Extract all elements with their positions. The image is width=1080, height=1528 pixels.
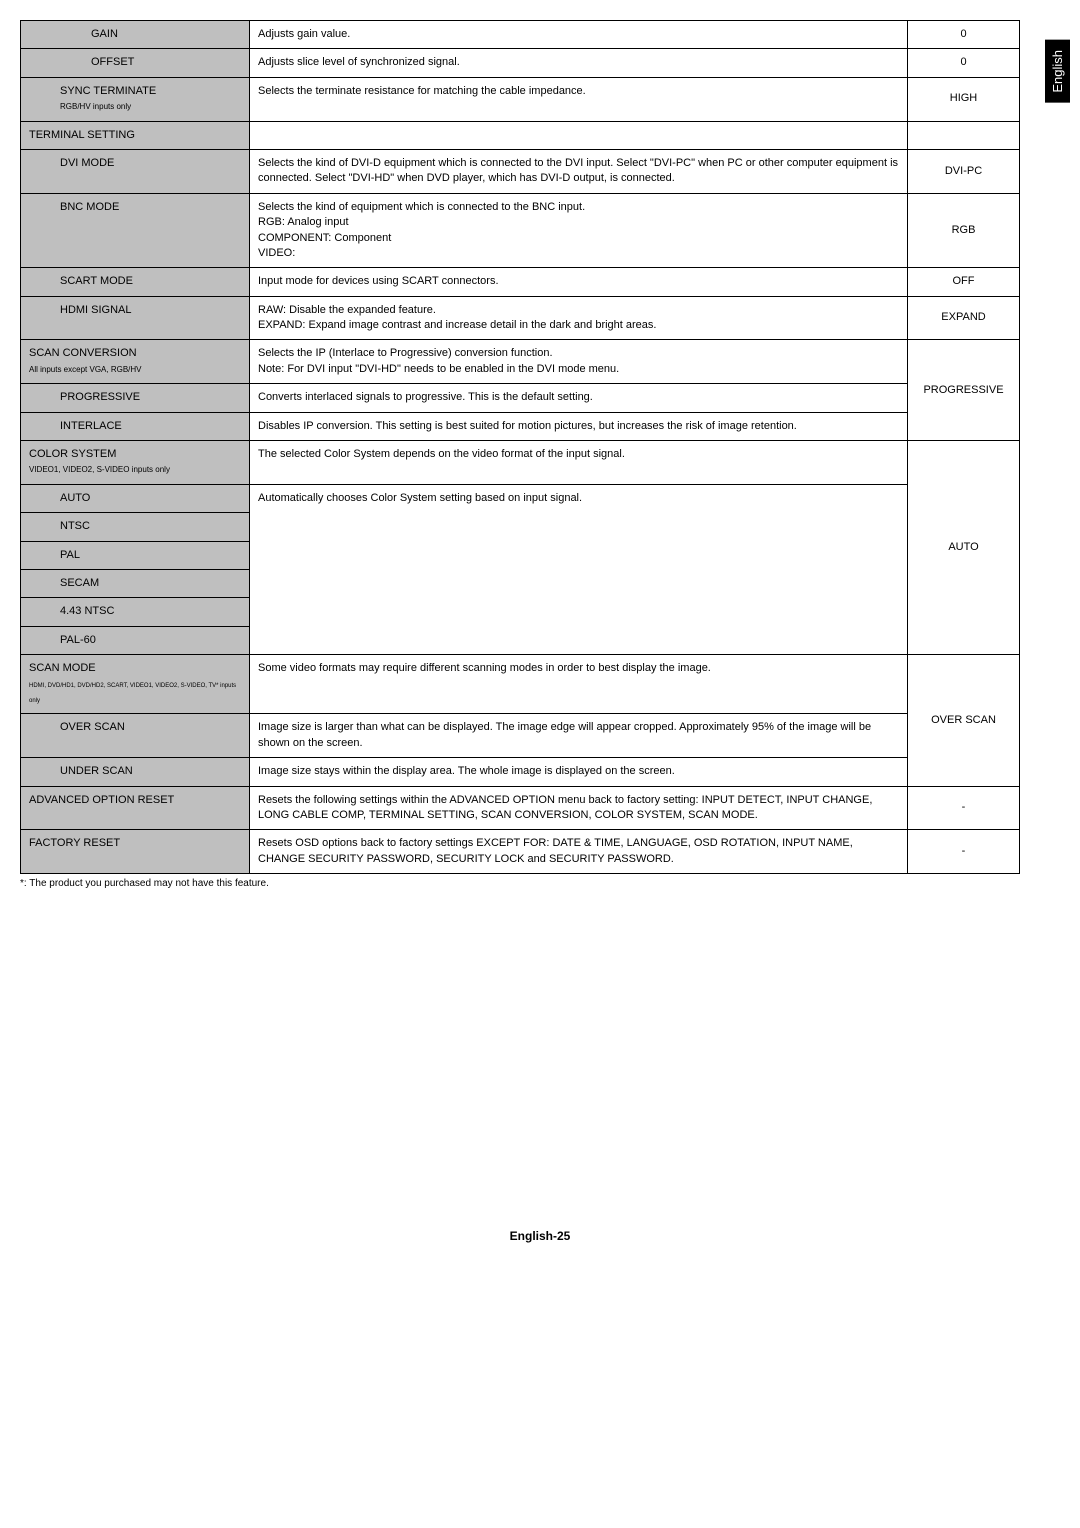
indent-cell [52, 49, 83, 77]
desc-color-system: The selected Color System depends on the… [250, 441, 908, 485]
indent-cell [52, 21, 83, 49]
sub-text: VIDEO1, VIDEO2, S-VIDEO inputs only [29, 465, 170, 474]
text: SCAN CONVERSION [29, 347, 137, 359]
label-hdmi-signal: HDMI SIGNAL [52, 296, 250, 340]
indent-cell [21, 296, 53, 340]
label-color-system: COLOR SYSTEM VIDEO1, VIDEO2, S-VIDEO inp… [21, 441, 250, 485]
val-hdmi-signal: EXPAND [908, 296, 1020, 340]
indent-cell [21, 513, 53, 541]
val-color-system: AUTO [908, 441, 1020, 655]
desc-scart-mode: Input mode for devices using SCART conne… [250, 268, 908, 296]
indent-cell [21, 714, 53, 758]
indent-cell [21, 412, 53, 440]
label-pal60: PAL-60 [52, 626, 250, 654]
empty-cell [250, 626, 908, 654]
indent-cell [21, 21, 53, 49]
val-bnc-mode: RGB [908, 193, 1020, 268]
desc-bnc-mode: Selects the kind of equipment which is c… [250, 193, 908, 268]
label-scan-conversion: SCAN CONVERSION All inputs except VGA, R… [21, 340, 250, 384]
desc-auto: Automatically chooses Color System setti… [250, 484, 908, 512]
label-interlace: INTERLACE [52, 412, 250, 440]
desc-sync-terminate: Selects the terminate resistance for mat… [250, 77, 908, 121]
desc-interlace: Disables IP conversion. This setting is … [250, 412, 908, 440]
label-terminal-setting: TERMINAL SETTING [21, 121, 250, 149]
label-factory-reset: FACTORY RESET [21, 830, 250, 874]
text: SYNC TERMINATE [60, 85, 156, 97]
empty-cell [908, 121, 1020, 149]
label-sync-terminate: SYNC TERMINATE RGB/HV inputs only [52, 77, 250, 121]
label-under-scan: UNDER SCAN [52, 758, 250, 786]
label-auto: AUTO [52, 484, 250, 512]
desc-over-scan: Image size is larger than what can be di… [250, 714, 908, 758]
text: COLOR SYSTEM [29, 448, 116, 460]
empty-cell [250, 569, 908, 597]
label-over-scan: OVER SCAN [52, 714, 250, 758]
indent-cell [21, 626, 53, 654]
indent-cell [21, 268, 53, 296]
label-scan-mode: SCAN MODE HDMI, DVD/HD1, DVD/HD2, SCART,… [21, 655, 250, 714]
label-adv-reset: ADVANCED OPTION RESET [21, 786, 250, 830]
val-scan-mode: OVER SCAN [908, 655, 1020, 786]
desc-dvi-mode: Selects the kind of DVI-D equipment whic… [250, 149, 908, 193]
val-factory-reset: - [908, 830, 1020, 874]
label-gain: GAIN [83, 21, 250, 49]
sub-text: All inputs except VGA, RGB/HV [29, 365, 142, 374]
val-offset: 0 [908, 49, 1020, 77]
empty-cell [250, 121, 908, 149]
empty-cell [250, 598, 908, 626]
val-gain: 0 [908, 21, 1020, 49]
label-pal: PAL [52, 541, 250, 569]
indent-cell [21, 193, 53, 268]
sub-text: HDMI, DVD/HD1, DVD/HD2, SCART, VIDEO1, V… [29, 683, 236, 704]
label-progressive: PROGRESSIVE [52, 384, 250, 412]
desc-under-scan: Image size stays within the display area… [250, 758, 908, 786]
indent-cell [21, 77, 53, 121]
sub-text: RGB/HV inputs only [60, 102, 131, 111]
empty-cell [250, 513, 908, 541]
desc-scan-mode: Some video formats may require different… [250, 655, 908, 714]
indent-cell [21, 484, 53, 512]
language-tab: English [1045, 40, 1070, 103]
desc-scan-conversion: Selects the IP (Interlace to Progressive… [250, 340, 908, 384]
label-ntsc: NTSC [52, 513, 250, 541]
indent-cell [21, 149, 53, 193]
label-offset: OFFSET [83, 49, 250, 77]
val-dvi-mode: DVI-PC [908, 149, 1020, 193]
val-scan-conversion: PROGRESSIVE [908, 340, 1020, 441]
desc-offset: Adjusts slice level of synchronized sign… [250, 49, 908, 77]
val-sync-terminate: HIGH [908, 77, 1020, 121]
desc-progressive: Converts interlaced signals to progressi… [250, 384, 908, 412]
val-adv-reset: - [908, 786, 1020, 830]
indent-cell [21, 541, 53, 569]
label-443ntsc: 4.43 NTSC [52, 598, 250, 626]
page-number: English-25 [20, 1229, 1060, 1243]
settings-table: GAIN Adjusts gain value. 0 OFFSET Adjust… [20, 20, 1020, 874]
desc-gain: Adjusts gain value. [250, 21, 908, 49]
desc-adv-reset: Resets the following settings within the… [250, 786, 908, 830]
text: SCAN MODE [29, 662, 96, 674]
desc-factory-reset: Resets OSD options back to factory setti… [250, 830, 908, 874]
label-scart-mode: SCART MODE [52, 268, 250, 296]
indent-cell [21, 569, 53, 597]
val-scart-mode: OFF [908, 268, 1020, 296]
footnote: *: The product you purchased may not hav… [20, 878, 1060, 889]
label-dvi-mode: DVI MODE [52, 149, 250, 193]
label-bnc-mode: BNC MODE [52, 193, 250, 268]
desc-hdmi-signal: RAW: Disable the expanded feature. EXPAN… [250, 296, 908, 340]
indent-cell [21, 598, 53, 626]
indent-cell [21, 758, 53, 786]
empty-cell [250, 541, 908, 569]
label-secam: SECAM [52, 569, 250, 597]
indent-cell [21, 49, 53, 77]
indent-cell [21, 384, 53, 412]
